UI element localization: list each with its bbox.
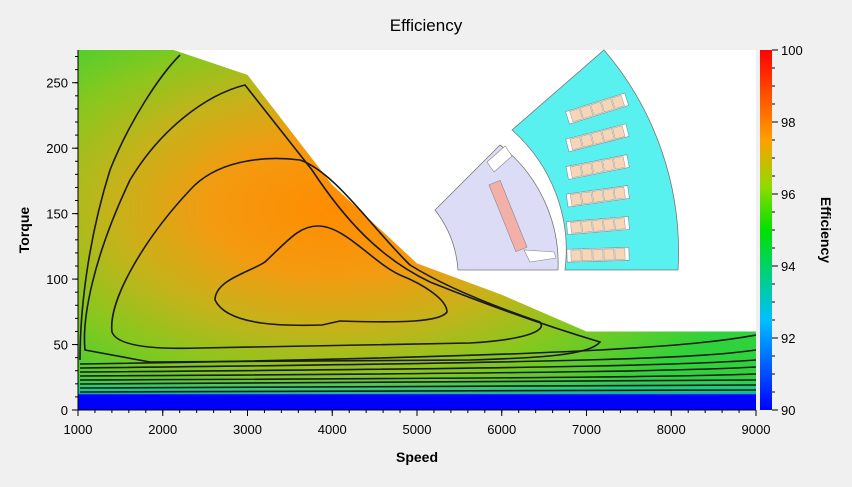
x-axis: 1000 2000 3000 4000 5000 6000 7000 8000 9000	[64, 410, 771, 437]
rotor-magnet	[488, 179, 528, 253]
colorbar	[760, 50, 772, 410]
contour-line	[79, 373, 756, 381]
motor-cross-section-inset	[434, 49, 679, 271]
colorbar-axis: 90 92 94 96 98 100	[772, 43, 803, 418]
winding-conductor	[580, 162, 594, 176]
stator-slot	[566, 216, 630, 235]
x-tick-label: 8000	[657, 422, 686, 437]
x-tick-label: 7000	[572, 422, 601, 437]
stator-core	[511, 49, 679, 271]
winding-conductor	[570, 221, 582, 234]
contour-line	[79, 54, 181, 361]
winding-conductor	[592, 248, 604, 261]
contour-line	[79, 389, 756, 393]
contour-line	[79, 366, 756, 377]
winding-conductor	[590, 101, 604, 116]
stator-slot	[565, 185, 630, 208]
contour-line	[110, 157, 543, 350]
x-tick-label: 3000	[233, 422, 262, 437]
contour-lines	[78, 54, 756, 410]
winding-conductor	[600, 98, 615, 113]
chart-title: Efficiency	[390, 16, 463, 35]
contour-line	[79, 379, 756, 385]
stator-slot	[565, 123, 630, 153]
colorbar-label: Efficiency	[818, 197, 834, 263]
winding-conductor	[569, 136, 583, 151]
stator-slot	[566, 247, 630, 263]
winding-conductor	[603, 248, 615, 261]
x-tick-label: 9000	[742, 422, 771, 437]
winding-conductor	[611, 94, 625, 110]
winding-conductor	[592, 219, 604, 232]
winding-conductor	[569, 108, 583, 123]
rotor-barrier-bottom	[523, 249, 557, 263]
stator-slot	[565, 92, 629, 125]
stator-slots	[565, 92, 630, 263]
x-tick-label: 2000	[148, 422, 177, 437]
y-axis-label: Torque	[16, 207, 32, 254]
winding-conductor	[612, 125, 626, 140]
winding-conductor	[570, 192, 583, 206]
x-tick-label: 5000	[403, 422, 432, 437]
winding-conductor	[579, 104, 594, 119]
x-tick-label: 6000	[487, 422, 516, 437]
winding-conductor	[614, 248, 626, 261]
colorbar-tick-label: 98	[781, 115, 795, 130]
colorbar-tick-label: 92	[781, 331, 795, 346]
colorbar-tick-label: 96	[781, 187, 795, 202]
colorbar-tick-label: 90	[781, 403, 795, 418]
y-tick-label: 200	[46, 141, 68, 156]
winding-conductor	[601, 128, 615, 142]
contour-line	[79, 349, 756, 369]
contour-line	[83, 84, 602, 363]
x-tick-label: 4000	[318, 422, 347, 437]
winding-conductor	[602, 158, 615, 172]
x-tick-label: 1000	[64, 422, 93, 437]
winding-conductor	[569, 164, 583, 178]
y-tick-label: 250	[46, 76, 68, 91]
winding-conductor	[580, 133, 594, 148]
winding-conductor	[602, 188, 615, 202]
winding-conductor	[612, 156, 626, 170]
contour-line	[79, 334, 756, 365]
colorbar-tick-label: 94	[781, 259, 795, 274]
contour-line	[79, 384, 756, 389]
y-tick-label: 150	[46, 207, 68, 222]
winding-conductor	[614, 217, 626, 230]
colorbar-tick-label: 100	[781, 43, 803, 58]
winding-conductor	[570, 249, 582, 262]
low-efficiency-fill	[78, 394, 756, 410]
heatmap-layer	[78, 50, 756, 410]
winding-conductor	[603, 218, 615, 231]
winding-conductor	[591, 160, 604, 174]
y-axis: 0 50 100 150 200 250	[46, 56, 78, 418]
rotor-core	[434, 144, 559, 271]
winding-conductor	[613, 186, 626, 200]
winding-conductor	[581, 220, 593, 233]
x-axis-label: Speed	[396, 449, 438, 465]
stator-slot	[565, 154, 630, 180]
y-tick-label: 100	[46, 272, 68, 287]
y-tick-label: 0	[61, 403, 68, 418]
rotor-barrier-top	[486, 145, 513, 173]
winding-conductor	[580, 191, 593, 205]
winding-conductor	[591, 189, 604, 203]
winding-conductor	[590, 130, 604, 145]
contour-line	[214, 225, 448, 327]
y-tick-label: 50	[54, 338, 68, 353]
contour-line	[79, 359, 756, 373]
winding-conductor	[581, 249, 593, 262]
